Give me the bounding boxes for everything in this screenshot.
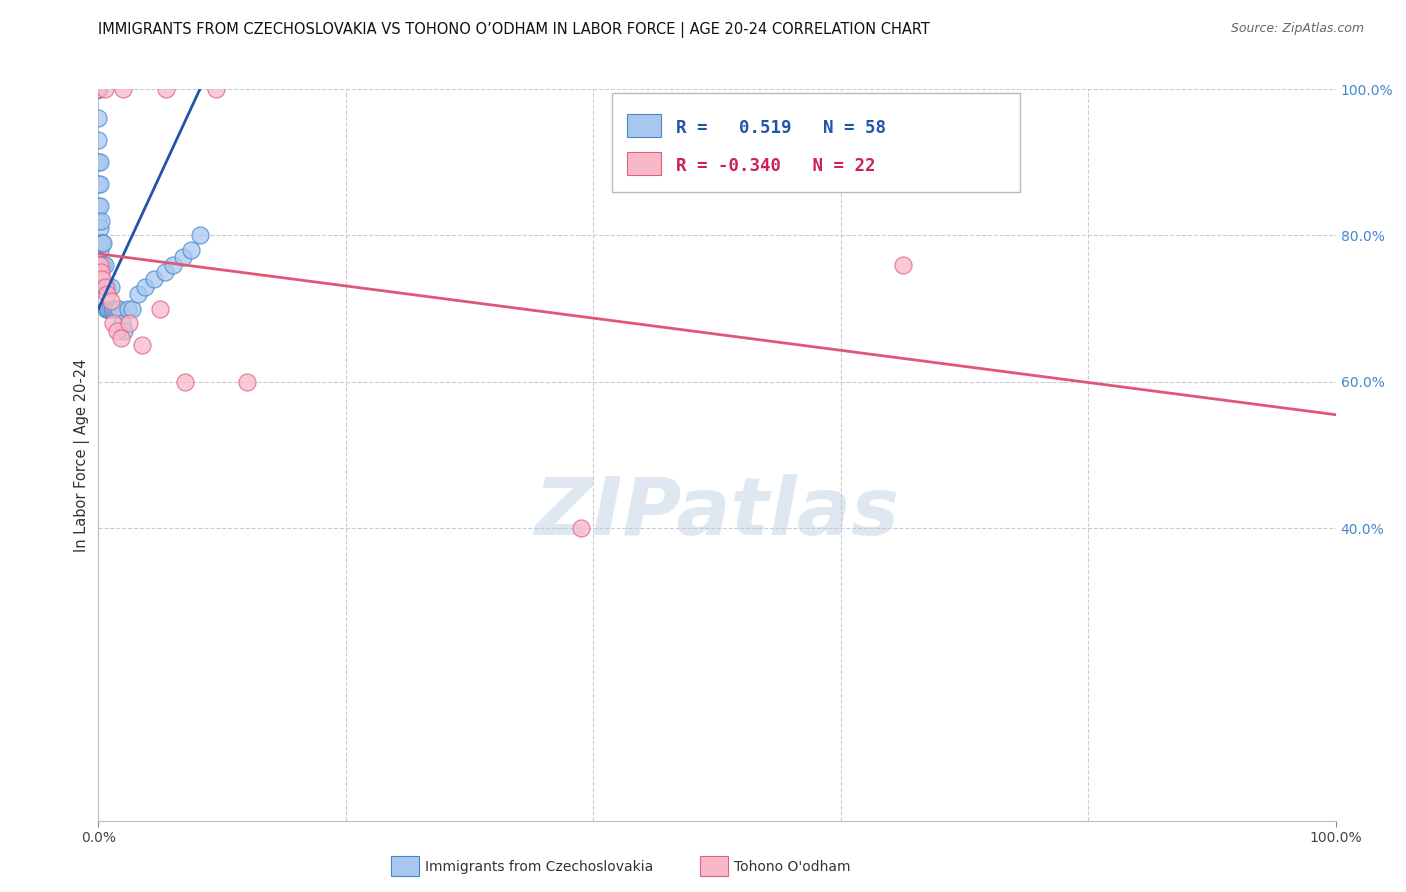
Point — [97, 301, 120, 316]
Point — [127, 287, 149, 301]
Point — [87, 199, 110, 213]
Point — [87, 214, 110, 228]
Point — [87, 82, 110, 96]
Point — [87, 82, 110, 96]
Point — [87, 82, 110, 96]
Point — [87, 82, 110, 96]
Point — [91, 272, 114, 286]
Point — [205, 82, 228, 96]
Point — [100, 294, 122, 309]
Point — [180, 243, 202, 257]
Point — [90, 214, 112, 228]
Point — [87, 155, 110, 169]
Point — [89, 199, 111, 213]
Point — [91, 258, 114, 272]
Point — [103, 316, 125, 330]
Point — [103, 301, 125, 316]
Point — [172, 251, 194, 265]
Point — [110, 331, 132, 345]
Point — [94, 279, 117, 293]
Point — [87, 82, 110, 96]
Point — [93, 235, 115, 250]
Point — [112, 82, 135, 96]
Text: IMMIGRANTS FROM CZECHOSLOVAKIA VS TOHONO O’ODHAM IN LABOR FORCE | AGE 20-24 CORR: IMMIGRANTS FROM CZECHOSLOVAKIA VS TOHONO… — [98, 22, 931, 38]
Point — [87, 82, 110, 96]
Point — [87, 82, 110, 96]
Point — [105, 324, 128, 338]
Point — [87, 82, 110, 96]
Text: Immigrants from Czechoslovakia: Immigrants from Czechoslovakia — [425, 860, 652, 874]
Point — [155, 265, 177, 279]
Point — [89, 243, 111, 257]
Point — [112, 324, 135, 338]
Point — [87, 178, 110, 192]
Point — [100, 279, 122, 293]
Point — [89, 258, 111, 272]
Point — [96, 301, 118, 316]
Point — [87, 258, 110, 272]
Text: ZIPatlas: ZIPatlas — [534, 475, 900, 552]
Point — [101, 301, 124, 316]
Point — [89, 221, 111, 235]
Point — [236, 375, 259, 389]
Point — [90, 258, 112, 272]
Point — [87, 82, 110, 96]
Text: R = -0.340   N = 22: R = -0.340 N = 22 — [676, 157, 876, 175]
Text: R =   0.519   N = 58: R = 0.519 N = 58 — [676, 119, 886, 137]
Point — [891, 258, 914, 272]
Point — [93, 258, 115, 272]
FancyBboxPatch shape — [627, 114, 661, 136]
Point — [87, 235, 110, 250]
Point — [111, 316, 134, 330]
Point — [93, 82, 115, 96]
Point — [87, 82, 110, 96]
FancyBboxPatch shape — [627, 152, 661, 175]
Point — [89, 178, 111, 192]
Point — [117, 301, 139, 316]
Point — [121, 301, 143, 316]
Point — [87, 82, 110, 96]
Point — [162, 258, 184, 272]
Point — [96, 279, 118, 293]
Point — [93, 279, 115, 293]
Point — [90, 265, 112, 279]
Point — [87, 82, 110, 96]
Point — [87, 112, 110, 126]
Point — [93, 258, 115, 272]
Point — [105, 301, 128, 316]
Y-axis label: In Labor Force | Age 20-24: In Labor Force | Age 20-24 — [75, 359, 90, 551]
Point — [569, 521, 592, 535]
Point — [174, 375, 197, 389]
FancyBboxPatch shape — [612, 93, 1021, 192]
Point — [87, 82, 110, 96]
Point — [103, 301, 125, 316]
Point — [96, 287, 118, 301]
Point — [87, 133, 110, 147]
Point — [90, 235, 112, 250]
Point — [143, 272, 166, 286]
Point — [118, 316, 141, 330]
Point — [93, 279, 115, 293]
Point — [91, 235, 114, 250]
Text: Tohono O'odham: Tohono O'odham — [734, 860, 851, 874]
Point — [89, 155, 111, 169]
Point — [94, 301, 117, 316]
Point — [98, 301, 121, 316]
Point — [87, 82, 110, 96]
Point — [108, 301, 131, 316]
Point — [149, 301, 172, 316]
Text: Source: ZipAtlas.com: Source: ZipAtlas.com — [1230, 22, 1364, 36]
Point — [155, 82, 177, 96]
Point — [134, 279, 156, 293]
Point — [188, 228, 211, 243]
Point — [131, 338, 153, 352]
